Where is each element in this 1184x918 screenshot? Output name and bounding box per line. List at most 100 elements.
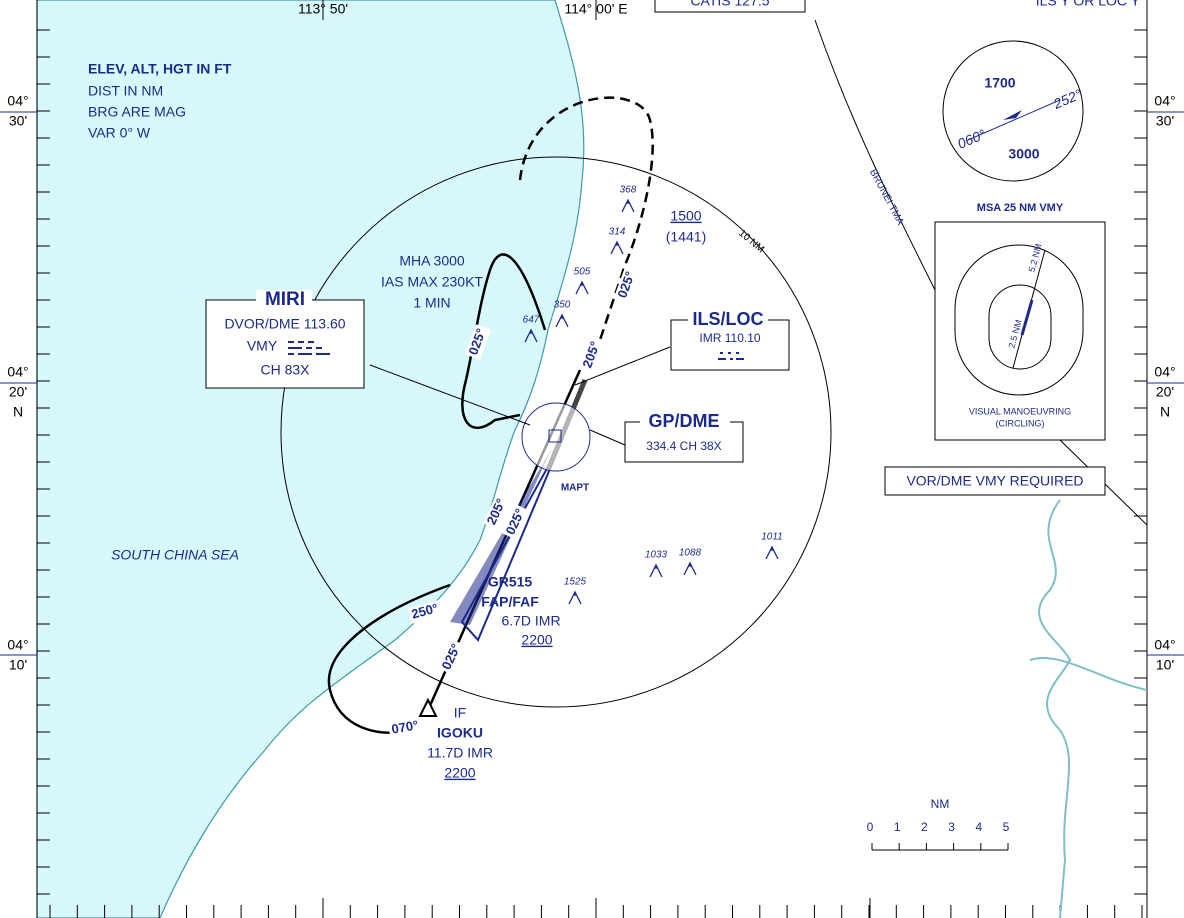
obstacle-elev: 1088 (679, 548, 702, 559)
obstacle-symbol (649, 563, 663, 578)
circling-title: (CIRCLING) (996, 418, 1045, 428)
faf-name: GR515 (488, 574, 533, 590)
obstacle-elev: 647 (523, 315, 540, 326)
course-bg (614, 267, 640, 303)
obstacle-elev: 314 (609, 227, 626, 238)
long-label: 113° 50' (298, 1, 348, 17)
lat-label: 10' (1156, 657, 1174, 673)
procedure: ILS Y OR LOC Y (1036, 0, 1141, 9)
gp-name: GP/DME (648, 411, 719, 431)
if-type: IF (454, 705, 466, 721)
obstacle-symbol (568, 590, 582, 605)
obstacle-symbol (621, 198, 635, 213)
gp-freq: 334.4 CH 38X (646, 439, 721, 453)
spot-hgt: (1441) (666, 229, 706, 245)
gp-bg (640, 412, 730, 430)
scale-label: 5 (1003, 820, 1010, 834)
spot-alt: 1500 (670, 208, 701, 224)
comm: CATIS 127.5 (690, 0, 769, 9)
obstacle-symbol (765, 545, 779, 560)
morse (288, 341, 330, 355)
10nm-ring (280, 156, 832, 708)
lat-label: 04° (1154, 93, 1175, 109)
river (1029, 499, 1148, 918)
note: ELEV, ALT, HGT IN FT (88, 61, 232, 77)
obstacle-symbol (524, 328, 538, 343)
circling-outer (954, 244, 1084, 396)
ils-freq: IMR 110.10 (699, 331, 760, 345)
msa-south: 3000 (1008, 146, 1039, 162)
lat-label: 30' (1156, 113, 1174, 129)
scale-label: 1 (894, 820, 901, 834)
obstacle-elev: 350 (554, 300, 571, 311)
faf-dist: 6.7D IMR (501, 613, 560, 629)
circling-runway (1020, 299, 1034, 336)
obstacle-symbol (610, 240, 624, 255)
tma-label: BRUNEI TMA (867, 167, 906, 227)
scale-bar: 0 1 2 3 4 5 (867, 820, 1010, 851)
course-bg (387, 717, 423, 739)
msa-circle (942, 40, 1084, 182)
if-dist: 11.7D IMR (427, 745, 493, 761)
mapt: MAPT (561, 483, 589, 494)
ring-label: 10 NM (736, 228, 766, 255)
lat-label: 04° (1154, 364, 1175, 380)
holding-text: MHA 3000 (399, 253, 465, 269)
scale-unit: NM (931, 797, 950, 811)
msa-divider (967, 99, 1061, 141)
if-fix (418, 697, 438, 717)
course-bg (407, 600, 443, 624)
obstacle-elev: 368 (620, 185, 637, 196)
obstacle-elev: 505 (574, 267, 591, 278)
course-bg (437, 639, 467, 675)
vor-symbol (548, 429, 562, 443)
lat-label: 20' (1156, 384, 1174, 400)
circling-box (934, 221, 1106, 441)
holding-text: IAS MAX 230KT (381, 274, 483, 290)
miri-channel: CH 83X (260, 362, 310, 378)
faf-type: FAP/FAF (481, 594, 539, 610)
miri-ident: VMY (247, 338, 278, 354)
msa-north: 1700 (984, 75, 1015, 91)
lat-label: 20' (9, 384, 27, 400)
long-label: 114° 00' E (564, 1, 627, 17)
comm-box (654, 0, 806, 13)
miri-name: MIRI (265, 289, 305, 310)
if-alt: 2200 (444, 765, 475, 781)
miri-bg (256, 290, 312, 310)
note: BRG ARE MAG (88, 104, 186, 120)
course-bg (482, 494, 512, 530)
scale-label: 4 (975, 820, 982, 834)
scale-label: 0 (867, 820, 874, 834)
scale-label: 2 (921, 820, 928, 834)
course-bg (465, 324, 491, 360)
course: 250° (410, 600, 440, 621)
obstacle-symbol (575, 280, 589, 295)
required: VOR/DME VMY REQUIRED (906, 473, 1083, 489)
lat-label: 30' (9, 113, 27, 129)
ils-box (670, 319, 790, 371)
lat-label: N (1160, 404, 1170, 420)
callout-lines (369, 346, 671, 446)
required-box (884, 466, 1106, 496)
approach-wedge (450, 448, 552, 625)
msa-arrow (1003, 110, 1022, 120)
lat-label: 04° (1154, 637, 1175, 653)
lat-label: 04° (7, 637, 28, 653)
miri-freq: DVOR/DME 113.60 (224, 316, 345, 332)
obstacle-elev: 1525 (564, 577, 587, 588)
obstacle-elev: 1033 (645, 550, 668, 561)
ils-bg (688, 310, 768, 328)
faf-alt: 2200 (521, 632, 552, 648)
morse (718, 352, 744, 360)
holding-text: 1 MIN (413, 295, 450, 311)
vor-rose (521, 402, 591, 472)
lat-label: 04° (7, 364, 28, 380)
obstacles: 368 314 505 350 647 1033 1088 1011 1525 (523, 185, 783, 605)
course-bg (501, 504, 531, 540)
scale-label: 3 (948, 820, 955, 834)
course-bg (579, 337, 605, 373)
lat-labels: 04° 30' 04° 20' N 04° 10' 04° 30' 04° 20' N 04° 10' (7, 93, 1175, 673)
course: 070° (390, 717, 419, 736)
